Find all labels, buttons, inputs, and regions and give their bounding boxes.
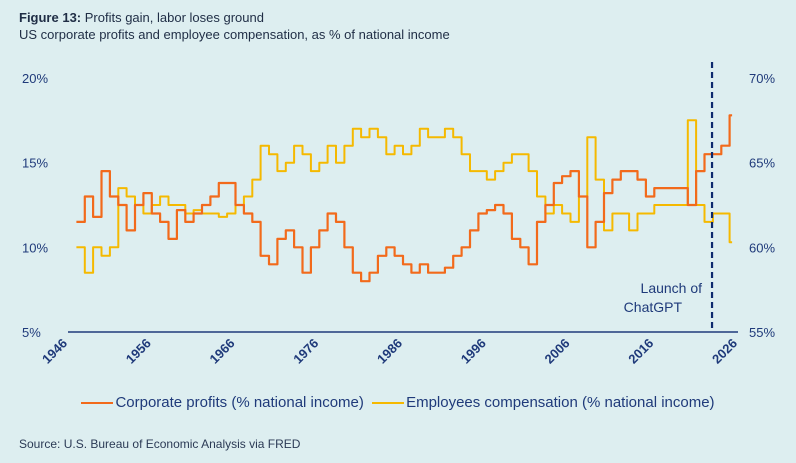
annotation-line2: ChatGPT [624,299,683,315]
left-tick-label: 5% [22,325,41,340]
figure-label: Figure 13: [19,10,82,25]
x-tick-label: 2016 [625,336,656,367]
x-tick-label: 1956 [123,336,154,367]
chart-subtitle: US corporate profits and employee compen… [19,27,450,42]
legend-swatch-profits [81,402,114,405]
chart-header: Figure 13: Profits gain, labor loses gro… [19,9,450,43]
legend-label-compensation: Employees compensation (% national incom… [406,394,715,411]
x-tick-label: 2026 [709,336,740,367]
left-tick-label: 20% [22,71,48,86]
right-tick-label: 70% [749,71,775,86]
line-chart: 20% 15% 10% 5% 70% 65% 60% 55% 1946 1956 1966 1976 1… [22,62,775,367]
left-tick-label: 10% [22,240,48,255]
x-tick-label: 1966 [207,336,238,367]
x-tick-label: 2006 [542,336,573,367]
chart-title: Profits gain, labor loses ground [84,10,264,25]
source-note: Source: U.S. Bureau of Economic Analysis… [19,437,301,451]
x-tick-label: 1946 [39,336,70,367]
right-tick-label: 60% [749,240,775,255]
legend-item-profits: Corporate profits (% national income) [81,394,364,411]
right-tick-label: 65% [749,156,775,171]
x-tick-label: 1996 [458,336,489,367]
chart-legend: Corporate profits (% national income) Em… [0,394,796,411]
right-tick-label: 55% [749,325,775,340]
legend-label-profits: Corporate profits (% national income) [115,394,364,411]
legend-item-compensation: Employees compensation (% national incom… [372,394,715,411]
x-tick-label: 1976 [290,336,321,367]
legend-swatch-compensation [372,402,405,405]
annotation-line1: Launch of [641,280,703,296]
left-tick-label: 15% [22,156,48,171]
series-line-profits [76,114,733,283]
series-line-compensation [76,119,733,274]
x-tick-label: 1986 [374,336,405,367]
